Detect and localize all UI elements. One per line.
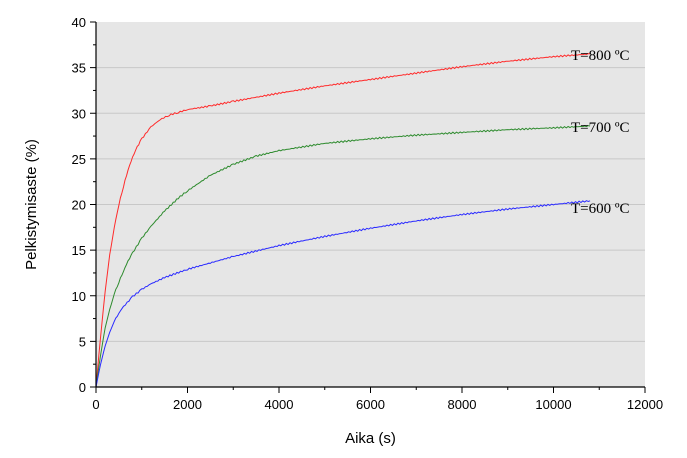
- y-tick-label: 5: [79, 334, 86, 349]
- series-annotation: T=600 ºC: [571, 201, 630, 217]
- x-tick-label: 2000: [173, 397, 202, 412]
- gridlines: [96, 67, 645, 342]
- series-layer: [95, 53, 591, 388]
- ticks: 0 2000 4000 6000 8000 10000 12000 0 5 10 15 20 25 30 3…: [72, 15, 664, 412]
- x-tick-label: 10000: [535, 397, 571, 412]
- x-tick-label: 0: [92, 397, 99, 412]
- y-tick-label: 25: [72, 152, 86, 167]
- y-tick-label: 10: [72, 289, 86, 304]
- series-line: [95, 200, 591, 388]
- series-annotation: T=700 ºC: [571, 120, 630, 136]
- x-tick-label: 4000: [265, 397, 294, 412]
- x-tick-label: 6000: [356, 397, 385, 412]
- x-tick-label: 12000: [627, 397, 663, 412]
- series-labels: T=800 ºC T=700 ºC T=600 ºC: [571, 48, 630, 217]
- y-axis-title: Pelkistymisaste (%): [23, 139, 40, 270]
- y-tick-label: 15: [72, 243, 86, 258]
- series-annotation: T=800 ºC: [571, 48, 630, 64]
- y-tick-label: 30: [72, 106, 86, 121]
- x-axis-title: Aika (s): [345, 430, 396, 447]
- series-line: [95, 125, 591, 388]
- y-tick-label: 0: [79, 380, 86, 395]
- y-tick-label: 35: [72, 61, 86, 76]
- x-tick-label: 8000: [448, 397, 477, 412]
- series-line: [95, 53, 591, 388]
- y-tick-label: 20: [72, 198, 86, 213]
- y-tick-label: 40: [72, 15, 86, 30]
